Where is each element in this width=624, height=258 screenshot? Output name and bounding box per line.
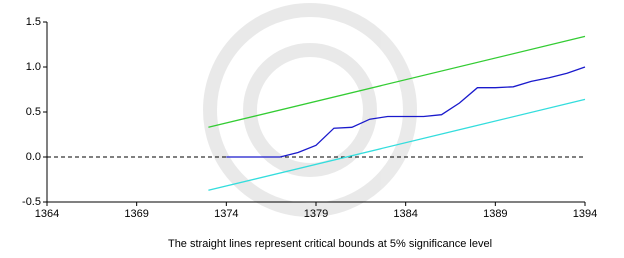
watermark: [210, 10, 410, 210]
x-tick-label: 1379: [304, 208, 328, 220]
x-tick-label: 1394: [573, 208, 597, 220]
y-tick-label: 1.5: [26, 16, 41, 28]
y-tick-label: 1.0: [26, 61, 41, 73]
x-tick-label: 1369: [124, 208, 148, 220]
x-tick-label: 1384: [393, 208, 417, 220]
x-axis-label: The straight lines represent critical bo…: [168, 238, 492, 250]
page: {"chart_data": {"type": "line", "xlabel"…: [0, 0, 624, 258]
y-tick-label: -0.5: [22, 196, 41, 208]
x-tick-label: 1364: [35, 208, 59, 220]
chart: The straight lines represent critical bo…: [0, 0, 624, 258]
x-tick-label: 1374: [214, 208, 238, 220]
x-tick-label: 1389: [483, 208, 507, 220]
y-tick-label: 0.5: [26, 106, 41, 118]
y-tick-label: 0.0: [26, 151, 41, 163]
